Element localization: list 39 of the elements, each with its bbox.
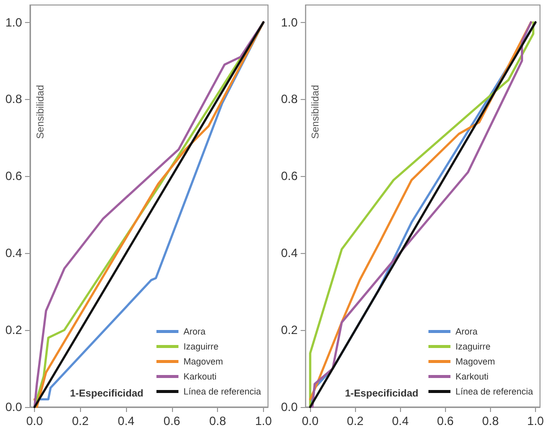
- y-tick-label: 1.0: [5, 15, 22, 30]
- x-tick-label: 0.8: [209, 414, 226, 428]
- legend-label: Línea de referencia: [455, 386, 534, 396]
- y-tick-label: 0.6: [5, 169, 22, 184]
- x-tick-label: 0.0: [26, 414, 44, 428]
- legend-label: Karkouti: [455, 372, 488, 382]
- y-tick-label: 0.4: [280, 246, 298, 260]
- x-tick-label: 0.2: [72, 414, 90, 428]
- legend-label: Arora: [455, 326, 478, 336]
- y-tick-label: 0.8: [5, 92, 22, 106]
- x-tick-label: 0.2: [346, 414, 364, 428]
- legend-label: Línea de referencia: [183, 386, 262, 396]
- x-tick-label: 1.0: [527, 414, 544, 428]
- y-tick-label: 0.2: [280, 323, 298, 338]
- y-tick-label: 0.4: [5, 246, 22, 260]
- x-tick-label: 0.6: [164, 414, 181, 428]
- x-tick-label: 0.8: [482, 414, 500, 428]
- y-axis-title: Sensibilidad: [310, 84, 322, 139]
- legend-label: Karkouti: [183, 372, 216, 382]
- y-tick-label: 0.8: [280, 92, 298, 106]
- y-tick-label: 0.6: [280, 169, 298, 184]
- y-axis-title: Sensibilidad: [36, 84, 46, 139]
- x-axis-title: 1-Especificidad: [345, 388, 418, 400]
- y-tick-label: 0.0: [280, 400, 298, 414]
- x-tick-label: 0.4: [392, 414, 409, 428]
- x-tick-label: 0.4: [118, 414, 135, 428]
- y-tick-label: 0.0: [5, 400, 22, 414]
- y-tick-label: 0.2: [5, 323, 22, 338]
- legend-label: Arora: [183, 326, 206, 336]
- x-tick-label: 0.0: [302, 414, 319, 428]
- y-tick-label: 1.0: [280, 15, 298, 30]
- legend-label: Izaguirre: [183, 342, 218, 352]
- x-axis-title: 1-Especificidad: [70, 388, 144, 400]
- x-tick-label: 1.0: [255, 414, 272, 428]
- legend-label: Magovem: [455, 356, 495, 366]
- line-series: [33, 21, 265, 408]
- legend-label: Izaguirre: [455, 342, 490, 352]
- x-tick-label: 0.6: [437, 414, 454, 428]
- legend-label: Magovem: [183, 356, 223, 366]
